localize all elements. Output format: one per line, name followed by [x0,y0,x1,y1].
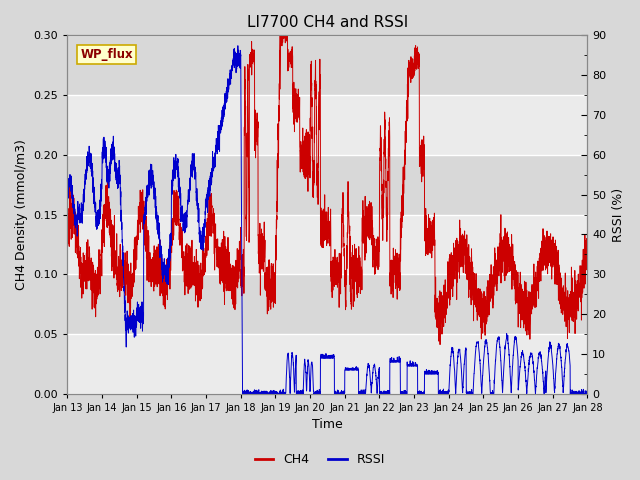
Y-axis label: CH4 Density (mmol/m3): CH4 Density (mmol/m3) [15,139,28,290]
Legend: CH4, RSSI: CH4, RSSI [250,448,390,471]
X-axis label: Time: Time [312,419,343,432]
Bar [67,275,588,334]
Bar [67,95,588,155]
Bar [67,155,588,215]
Y-axis label: RSSI (%): RSSI (%) [612,188,625,241]
Title: LI7700 CH4 and RSSI: LI7700 CH4 and RSSI [247,15,408,30]
Bar [67,215,588,275]
Bar [67,36,588,95]
Bar [67,334,588,394]
Text: WP_flux: WP_flux [81,48,133,61]
